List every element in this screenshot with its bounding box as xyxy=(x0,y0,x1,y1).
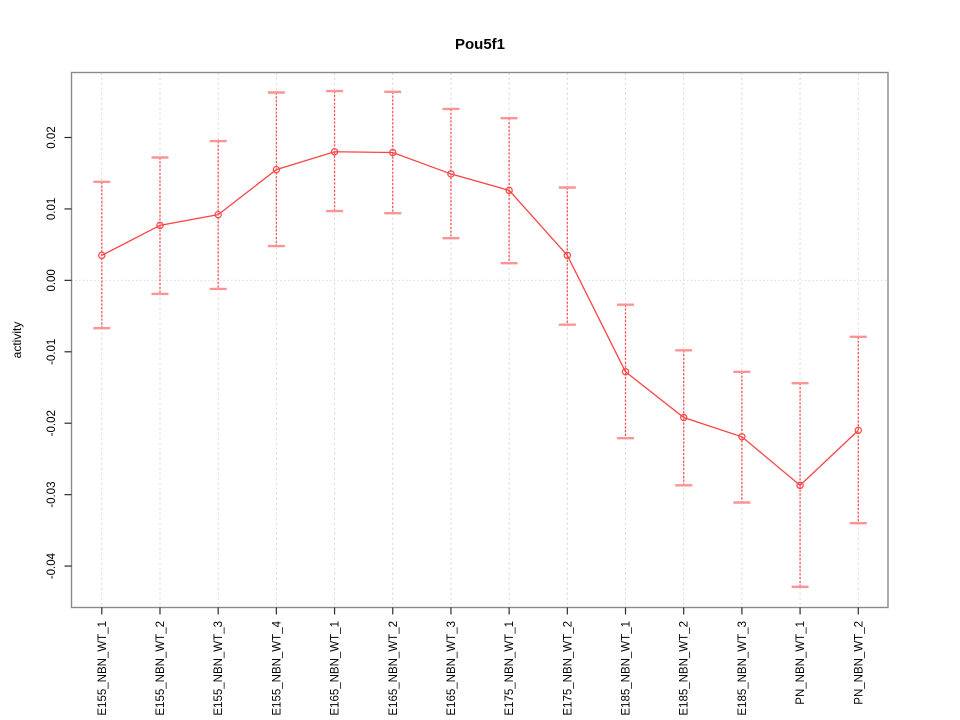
x-tick-label: E165_NBN_WT_3 xyxy=(446,621,458,716)
error-bars xyxy=(93,89,867,588)
data-point xyxy=(98,251,106,260)
data-point xyxy=(796,481,804,490)
y-tick-label: -0.03 xyxy=(46,482,58,508)
x-tick-label: E155_NBN_WT_3 xyxy=(213,621,225,716)
y-tick-label: 0.00 xyxy=(46,269,58,291)
y-axis-label: activity xyxy=(10,322,24,359)
x-tick-label: E185_NBN_WT_1 xyxy=(621,621,633,716)
y-tick-label: 0.02 xyxy=(46,126,58,148)
data-point xyxy=(738,433,746,441)
data-point xyxy=(156,221,164,230)
x-tick-label: PN_NBN_WT_2 xyxy=(853,621,865,705)
data-point xyxy=(505,186,513,195)
x-tick-label: E185_NBN_WT_3 xyxy=(737,621,749,716)
data-point xyxy=(330,148,339,156)
x-tick-label: E185_NBN_WT_2 xyxy=(679,621,691,716)
x-tick-label: E165_NBN_WT_1 xyxy=(330,621,342,716)
data-point xyxy=(680,413,688,422)
x-tick-label: E175_NBN_WT_2 xyxy=(562,621,574,716)
y-tick-label: -0.04 xyxy=(46,552,58,579)
data-line-layer xyxy=(101,151,859,487)
data-point xyxy=(854,426,862,435)
x-tick-label: E165_NBN_WT_2 xyxy=(388,621,400,716)
x-tick-labels: E155_NBN_WT_1 E155_NBN_WT_2 E155_NBN_WT_3 E… xyxy=(97,620,865,715)
data-point xyxy=(214,210,222,219)
data-point xyxy=(447,170,455,178)
y-tick-label: -0.01 xyxy=(46,339,58,365)
chart-title: Pou5f1 xyxy=(455,36,505,53)
y-tick-label: -0.02 xyxy=(46,410,58,436)
x-tick-label: E155_NBN_WT_4 xyxy=(271,620,283,715)
x-tick-label: E155_NBN_WT_1 xyxy=(97,621,109,716)
plot-border-layer xyxy=(70,71,889,609)
x-tick-label: E155_NBN_WT_2 xyxy=(155,621,167,716)
data-point xyxy=(272,165,281,174)
data-point xyxy=(563,251,572,260)
data-points xyxy=(98,148,862,490)
data-point xyxy=(389,148,397,157)
y-tick-labels: -0.04 -0.03 -0.02 -0.01 0.00 0.01 0.02 xyxy=(46,126,58,579)
axis-ticks xyxy=(64,136,859,615)
y-tick-label: 0.01 xyxy=(46,198,58,220)
gridlines xyxy=(71,72,888,608)
x-tick-label: PN_NBN_WT_1 xyxy=(795,621,807,705)
plot-border xyxy=(70,71,889,609)
data-line xyxy=(101,151,859,487)
x-tick-label: E175_NBN_WT_1 xyxy=(504,621,516,716)
data-point xyxy=(621,368,630,376)
